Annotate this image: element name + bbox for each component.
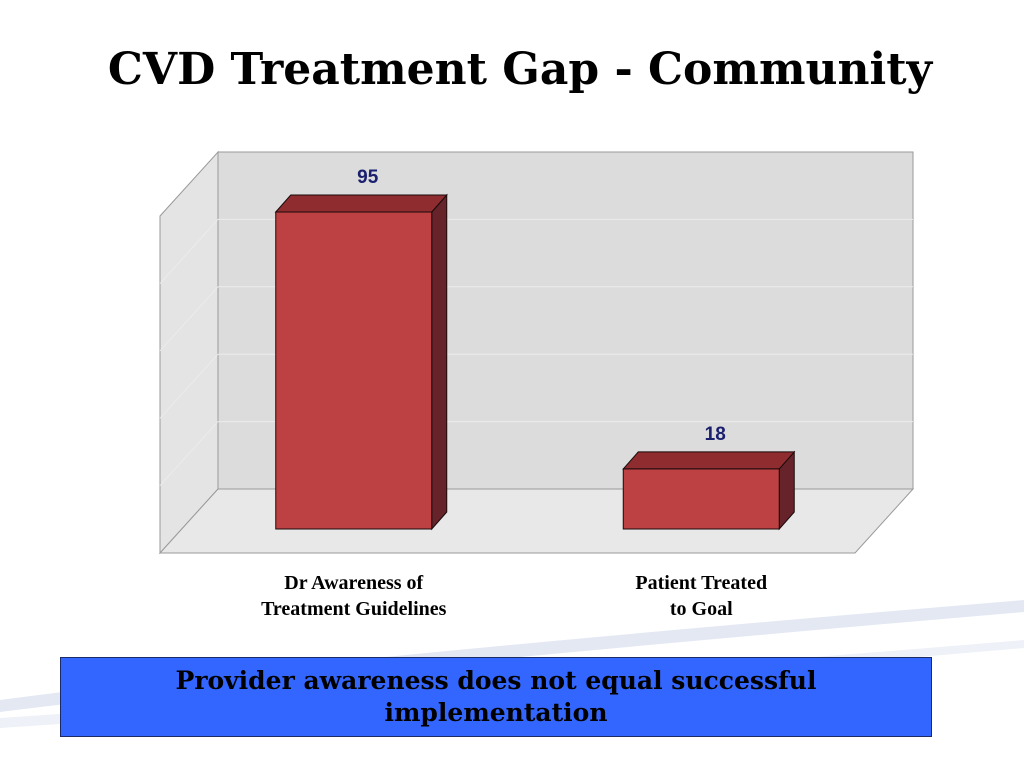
side-wall xyxy=(159,150,219,555)
slide-title: CVD Treatment Gap - Community xyxy=(107,44,933,95)
bar-top xyxy=(622,451,796,470)
bar-side xyxy=(431,193,448,531)
category-label: Patient Treated to Goal xyxy=(635,572,768,620)
data-label: 18 xyxy=(705,424,726,445)
gridline xyxy=(159,353,219,419)
floor xyxy=(158,488,915,554)
data-label: 95 xyxy=(357,167,379,188)
gridline xyxy=(159,421,219,486)
category-label: Dr Awareness of Treatment Guidelines xyxy=(261,572,447,620)
gridline xyxy=(159,219,219,284)
plot-area xyxy=(158,150,915,555)
bar xyxy=(622,468,780,530)
callout-box: Provider awareness does not equal succes… xyxy=(60,657,932,737)
bar xyxy=(275,211,433,530)
gridline xyxy=(159,286,219,352)
callout-text: Provider awareness does not equal succes… xyxy=(175,666,817,727)
bar-top xyxy=(274,194,448,213)
bars xyxy=(274,193,796,531)
value-labels: 95 18 xyxy=(357,167,726,445)
